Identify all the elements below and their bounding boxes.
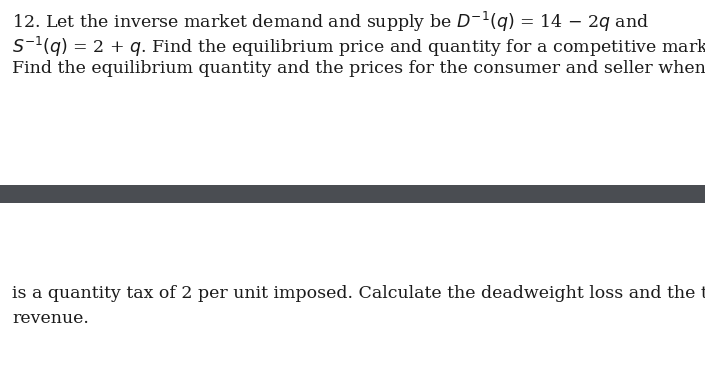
Text: Find the equilibrium quantity and the prices for the consumer and seller when th: Find the equilibrium quantity and the pr… <box>12 60 705 77</box>
Text: 12. Let the inverse market demand and supply be $D^{-1}(q)$ = 14 − 2$q$ and: 12. Let the inverse market demand and su… <box>12 10 649 34</box>
Bar <box>0 185 705 203</box>
Text: $S^{-1}(q)$ = 2 + $q$. Find the equilibrium price and quantity for a competitive: $S^{-1}(q)$ = 2 + $q$. Find the equilibr… <box>12 35 705 59</box>
Text: is a quantity tax of 2 per unit imposed. Calculate the deadweight loss and the t: is a quantity tax of 2 per unit imposed.… <box>12 285 705 302</box>
Text: revenue.: revenue. <box>12 310 89 327</box>
